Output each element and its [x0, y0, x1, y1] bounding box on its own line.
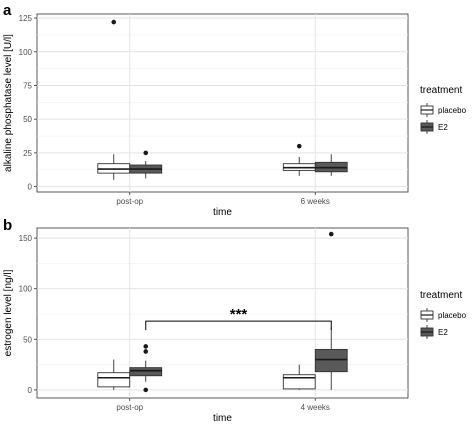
plot-panel [36, 13, 409, 193]
y-tick-label: 125 [19, 14, 33, 23]
box-body [129, 367, 163, 377]
y-tick-label: 0 [28, 183, 33, 192]
outlier-point [143, 344, 149, 349]
x-axis-title: time [213, 413, 232, 424]
legend-key-placebo [420, 308, 434, 322]
box-placebo-4-weeks [282, 364, 316, 390]
box-placebo-post-op [97, 19, 131, 180]
y-tick-label: 50 [23, 335, 32, 344]
outlier-point [143, 387, 149, 393]
legend-title: treatment [420, 85, 462, 96]
box-E2-6-weeks [314, 154, 348, 176]
significance-label: *** [230, 306, 248, 323]
significance-bracket [145, 320, 332, 331]
box-body [282, 374, 316, 390]
legend-title: treatment [420, 290, 462, 301]
box-E2-post-op [129, 344, 163, 393]
y-tick-label: 150 [19, 234, 33, 243]
x-tick-label: 6 weeks [301, 197, 330, 206]
chart-panel-a: 0 25 50 75 100 125 post-op 6 weeks time alkaline … [3, 2, 467, 218]
y-tick-label: 75 [23, 81, 32, 90]
legend-label: E2 [438, 328, 448, 337]
legend-label: placebo [438, 311, 467, 320]
panel-label: b [3, 217, 12, 234]
legend-label: E2 [438, 123, 448, 132]
y-tick-label: 0 [28, 386, 33, 395]
legend-key-E2 [420, 120, 434, 134]
y-axis-title: alkaline phosphatase level [U/l] [3, 34, 14, 172]
box-E2-4-weeks [314, 231, 348, 390]
legend: treatment placebo E2 [420, 85, 467, 134]
x-tick-label: post-op [116, 197, 143, 206]
y-tick-label: 100 [19, 285, 33, 294]
y-tick-label: 100 [19, 48, 33, 57]
legend: treatment placebo E2 [420, 290, 467, 339]
box-body [97, 372, 131, 388]
chart-panel-b: 0 50 100 150 post-op 4 weeks *** time estrogen l… [3, 217, 467, 424]
outlier-point [296, 143, 302, 149]
box-E2-post-op [129, 150, 163, 179]
outlier-point [328, 231, 334, 237]
y-tick-label: 50 [23, 115, 32, 124]
x-axis-title: time [213, 207, 232, 218]
panel-label: a [3, 2, 12, 19]
outlier-point [111, 19, 117, 25]
x-tick-label: 4 weeks [301, 403, 330, 412]
box-placebo-post-op [97, 359, 131, 390]
y-tick-label: 25 [23, 149, 32, 158]
plot-panel [36, 227, 409, 399]
y-axis-title: estrogen level [ng/l] [3, 269, 14, 356]
x-tick-label: post-op [116, 403, 143, 412]
outlier-point [143, 349, 149, 354]
legend-key-E2 [420, 325, 434, 339]
legend-label: placebo [438, 106, 467, 115]
box-body [314, 348, 348, 373]
outlier-point [143, 150, 149, 156]
legend-key-placebo [420, 103, 434, 117]
